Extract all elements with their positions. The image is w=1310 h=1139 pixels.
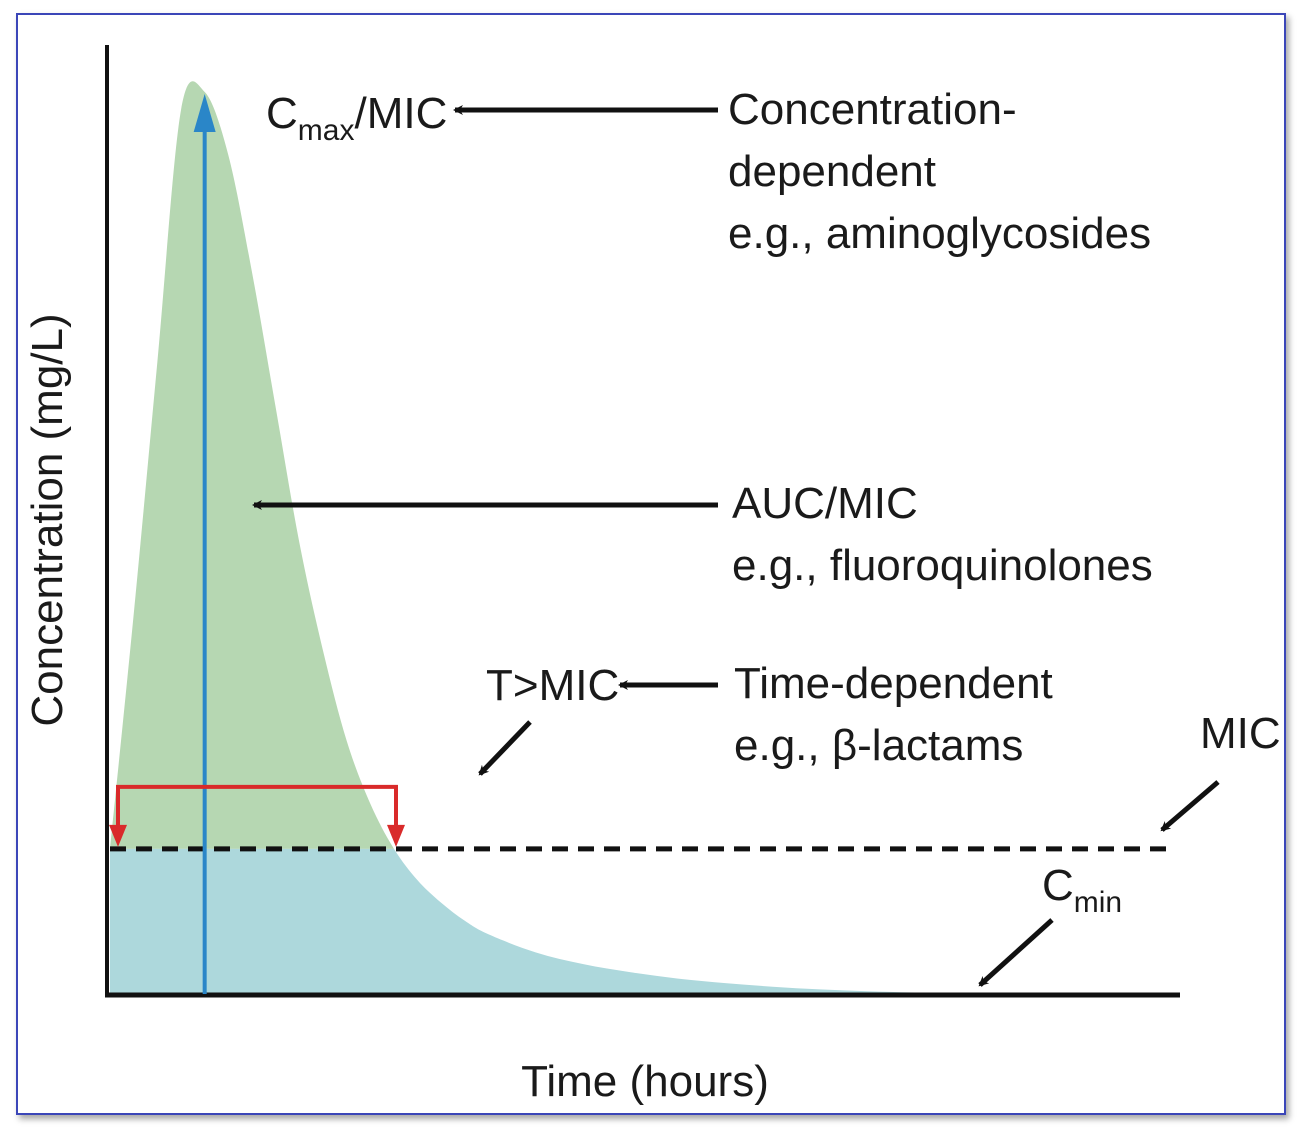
bracket-left-arrowhead	[109, 824, 127, 847]
mic-label: MIC	[1200, 709, 1281, 758]
t-mic-label: T>MIC	[486, 661, 619, 710]
cmin-label: Cmin	[1042, 861, 1122, 919]
area-above-mic	[110, 81, 395, 849]
auc-label-line1: AUC/MIC	[732, 479, 918, 528]
time-dependent-line2: e.g., β-lactams	[734, 721, 1023, 770]
area-below-mic	[110, 848, 962, 993]
concentration-dependent-line3: e.g., aminoglycosides	[728, 209, 1151, 258]
bracket-right-arrowhead	[387, 824, 405, 847]
bracket-pointer-arrow	[478, 720, 532, 776]
auc-label-line2: e.g., fluoroquinolones	[732, 541, 1153, 590]
x-axis-label: Time (hours)	[521, 1057, 769, 1106]
time-dependent-line1: Time-dependent	[734, 659, 1053, 708]
cmax-arrow	[193, 94, 216, 994]
concentration-dependent-line2: dependent	[728, 147, 936, 196]
cmax-label: Cmax/MIC	[266, 89, 447, 147]
mic-pointer-arrow	[1160, 780, 1220, 832]
concentration-dependent-line1: Concentration-	[728, 85, 1017, 134]
t-mic-bracket	[116, 784, 398, 831]
y-axis-label: Concentration (mg/L)	[23, 313, 72, 726]
cmin-pointer-arrow	[978, 918, 1054, 987]
